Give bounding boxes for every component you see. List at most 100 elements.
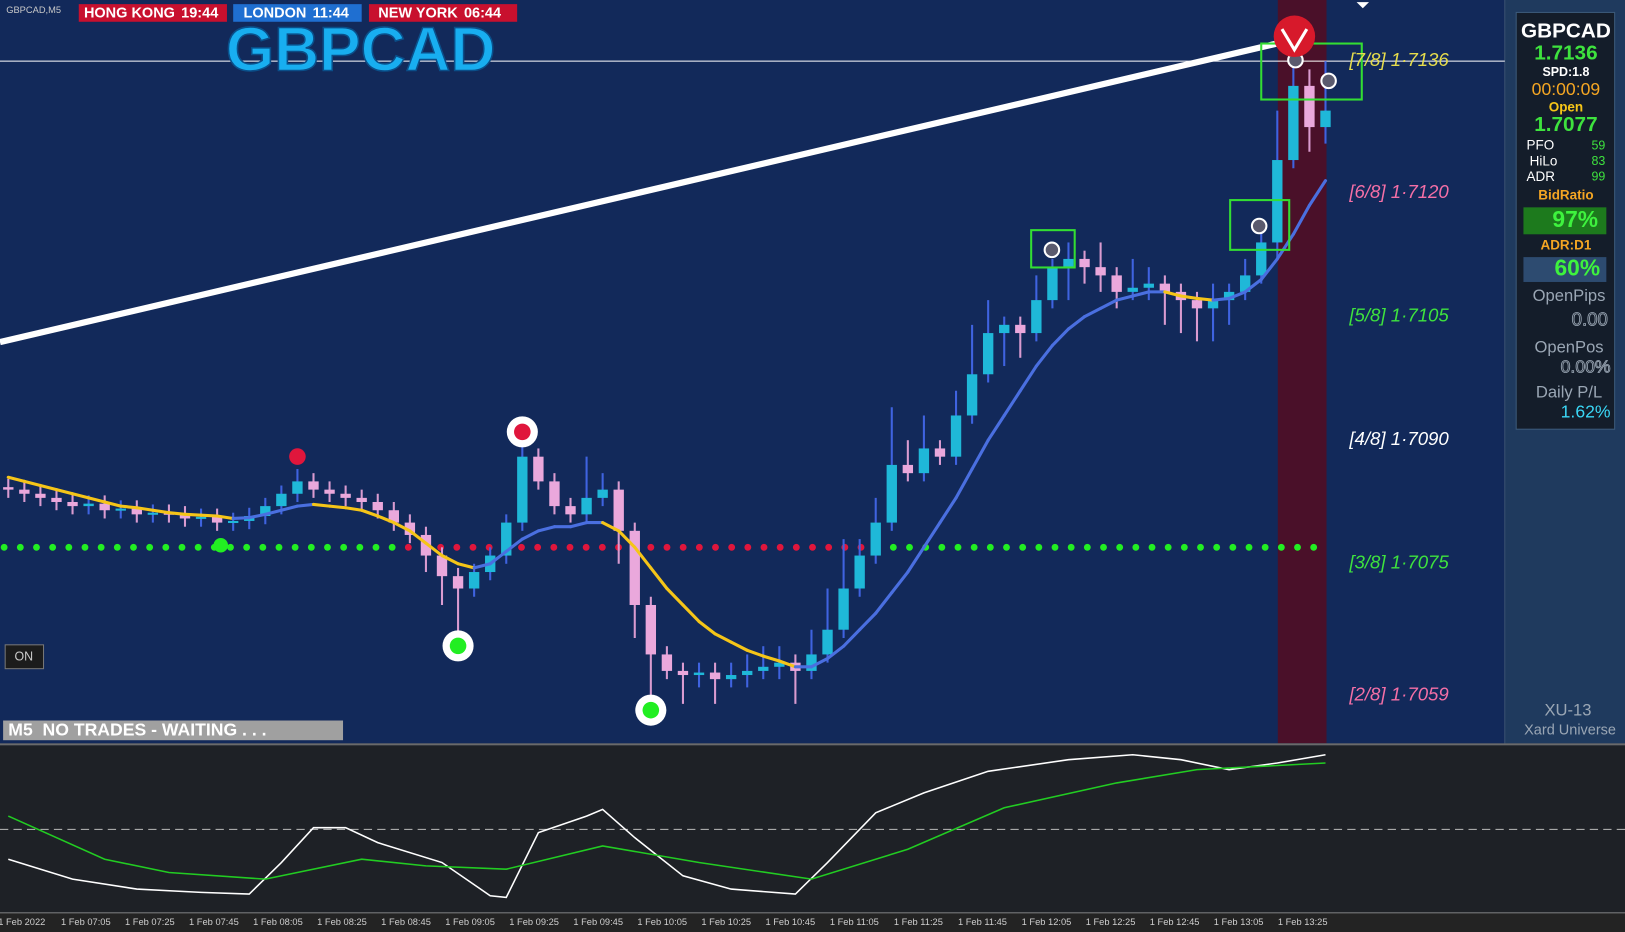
candle-body: [308, 481, 319, 490]
ma-segment: [360, 508, 380, 518]
toggle-button[interactable]: [4, 644, 45, 670]
open-dot: [906, 543, 913, 551]
clock-box: [368, 4, 518, 22]
open-dot: [146, 543, 154, 551]
open-dot: [1245, 543, 1253, 551]
open-dot: [356, 543, 364, 551]
open-dot: [1100, 543, 1107, 551]
open-dot: [1003, 543, 1010, 551]
candle-body: [131, 508, 142, 515]
open-dot: [307, 543, 315, 551]
clock-time: 19:44: [181, 5, 218, 21]
ma-segment: [279, 504, 299, 512]
oscillator-line: [7, 762, 1326, 880]
bid-ratio-box: [1523, 207, 1607, 235]
panel-open: 1.7077: [1534, 113, 1597, 136]
candle-body: [1288, 85, 1299, 161]
open-dot: [760, 543, 768, 551]
time-label: 1 Feb 07:45: [189, 917, 239, 927]
candle-body: [356, 497, 367, 502]
candle-body: [3, 487, 14, 490]
panel-price: 1.7136: [1534, 41, 1597, 64]
open-dot: [986, 543, 994, 551]
open-pos-label: OpenPos: [1534, 338, 1603, 357]
candle-body: [661, 654, 673, 671]
clock-time: 06:44: [464, 5, 501, 21]
ma-segment: [167, 511, 187, 516]
toggle-label[interactable]: ON: [15, 650, 34, 664]
ma-segment: [328, 504, 348, 510]
candle-body: [886, 464, 897, 523]
time-axis-background: [0, 912, 1625, 932]
candle-body: [1207, 300, 1219, 309]
time-label: 1 Feb 13:25: [1278, 917, 1328, 927]
daily-pl: 1.62%: [1561, 401, 1611, 421]
clock-box: [78, 4, 227, 22]
ma-segment: [183, 512, 203, 517]
status-message: M5 NO TRADES - WAITING . . .: [8, 720, 266, 740]
candle-body: [436, 555, 448, 577]
open-dot: [1019, 543, 1027, 551]
ma-segment: [1291, 203, 1311, 236]
bid-ratio: 97%: [1552, 206, 1598, 232]
time-label: 1 Feb 08:25: [317, 917, 367, 927]
time-label: 1 Feb 09:45: [573, 917, 623, 927]
clock-city: NEW YORK: [378, 5, 458, 21]
ma-segment: [504, 537, 524, 553]
ma-segment: [954, 467, 974, 500]
ma-segment: [842, 628, 862, 648]
brand-name: Xard Universe: [1524, 723, 1616, 739]
ma-segment: [520, 529, 540, 541]
ma-segment: [1082, 306, 1103, 319]
open-dot: [1132, 543, 1140, 551]
candle-body: [934, 448, 946, 457]
candle-body: [854, 555, 865, 589]
signal-dot: [289, 448, 306, 465]
open-dot: [65, 543, 73, 551]
signal-dot: [449, 637, 467, 655]
ma-segment: [970, 438, 990, 471]
open-dot: [1035, 543, 1043, 551]
open-line: [0, 537, 1318, 553]
open-dot: [243, 543, 251, 551]
ma-segment: [87, 496, 107, 504]
ma-segment: [874, 591, 894, 615]
oscillator-line: [8, 753, 1326, 899]
ma-segment: [488, 549, 508, 566]
open-dot: [857, 543, 865, 551]
open-dot: [744, 543, 752, 551]
candle-body: [999, 324, 1010, 334]
ma-segment: [54, 488, 75, 496]
ma-segment: [649, 566, 669, 591]
candle-body: [115, 508, 126, 511]
open-dot: [1294, 543, 1301, 551]
open-dot: [0, 543, 8, 551]
candle-body: [1239, 275, 1251, 292]
open-dot: [550, 543, 558, 551]
ma-segment: [1018, 364, 1038, 393]
time-label: 1 Feb 2022: [0, 917, 45, 927]
time-label: 1 Feb 07:25: [125, 917, 175, 927]
candle-body: [67, 501, 78, 507]
open-dot: [16, 543, 24, 551]
open-dot: [291, 543, 299, 551]
time-label: 1 Feb 12:45: [1150, 917, 1200, 927]
open-dot: [388, 543, 396, 551]
marks: [0, 52, 1625, 899]
ma-segment: [681, 603, 701, 624]
ma-segment: [1163, 290, 1183, 298]
ma-segment: [536, 525, 557, 533]
open-dot: [938, 543, 946, 551]
signal-icons: [1043, 51, 1337, 259]
open-dot: [1197, 543, 1204, 551]
status-bar: [3, 720, 344, 741]
ma-segment: [1034, 343, 1054, 368]
ma-segment: [986, 413, 1006, 442]
candle-body: [404, 522, 416, 535]
candle-body: [388, 510, 399, 523]
open-dot: [340, 543, 348, 551]
open-dot: [113, 543, 121, 551]
open-dot: [1148, 543, 1156, 551]
open-dot: [776, 543, 784, 551]
